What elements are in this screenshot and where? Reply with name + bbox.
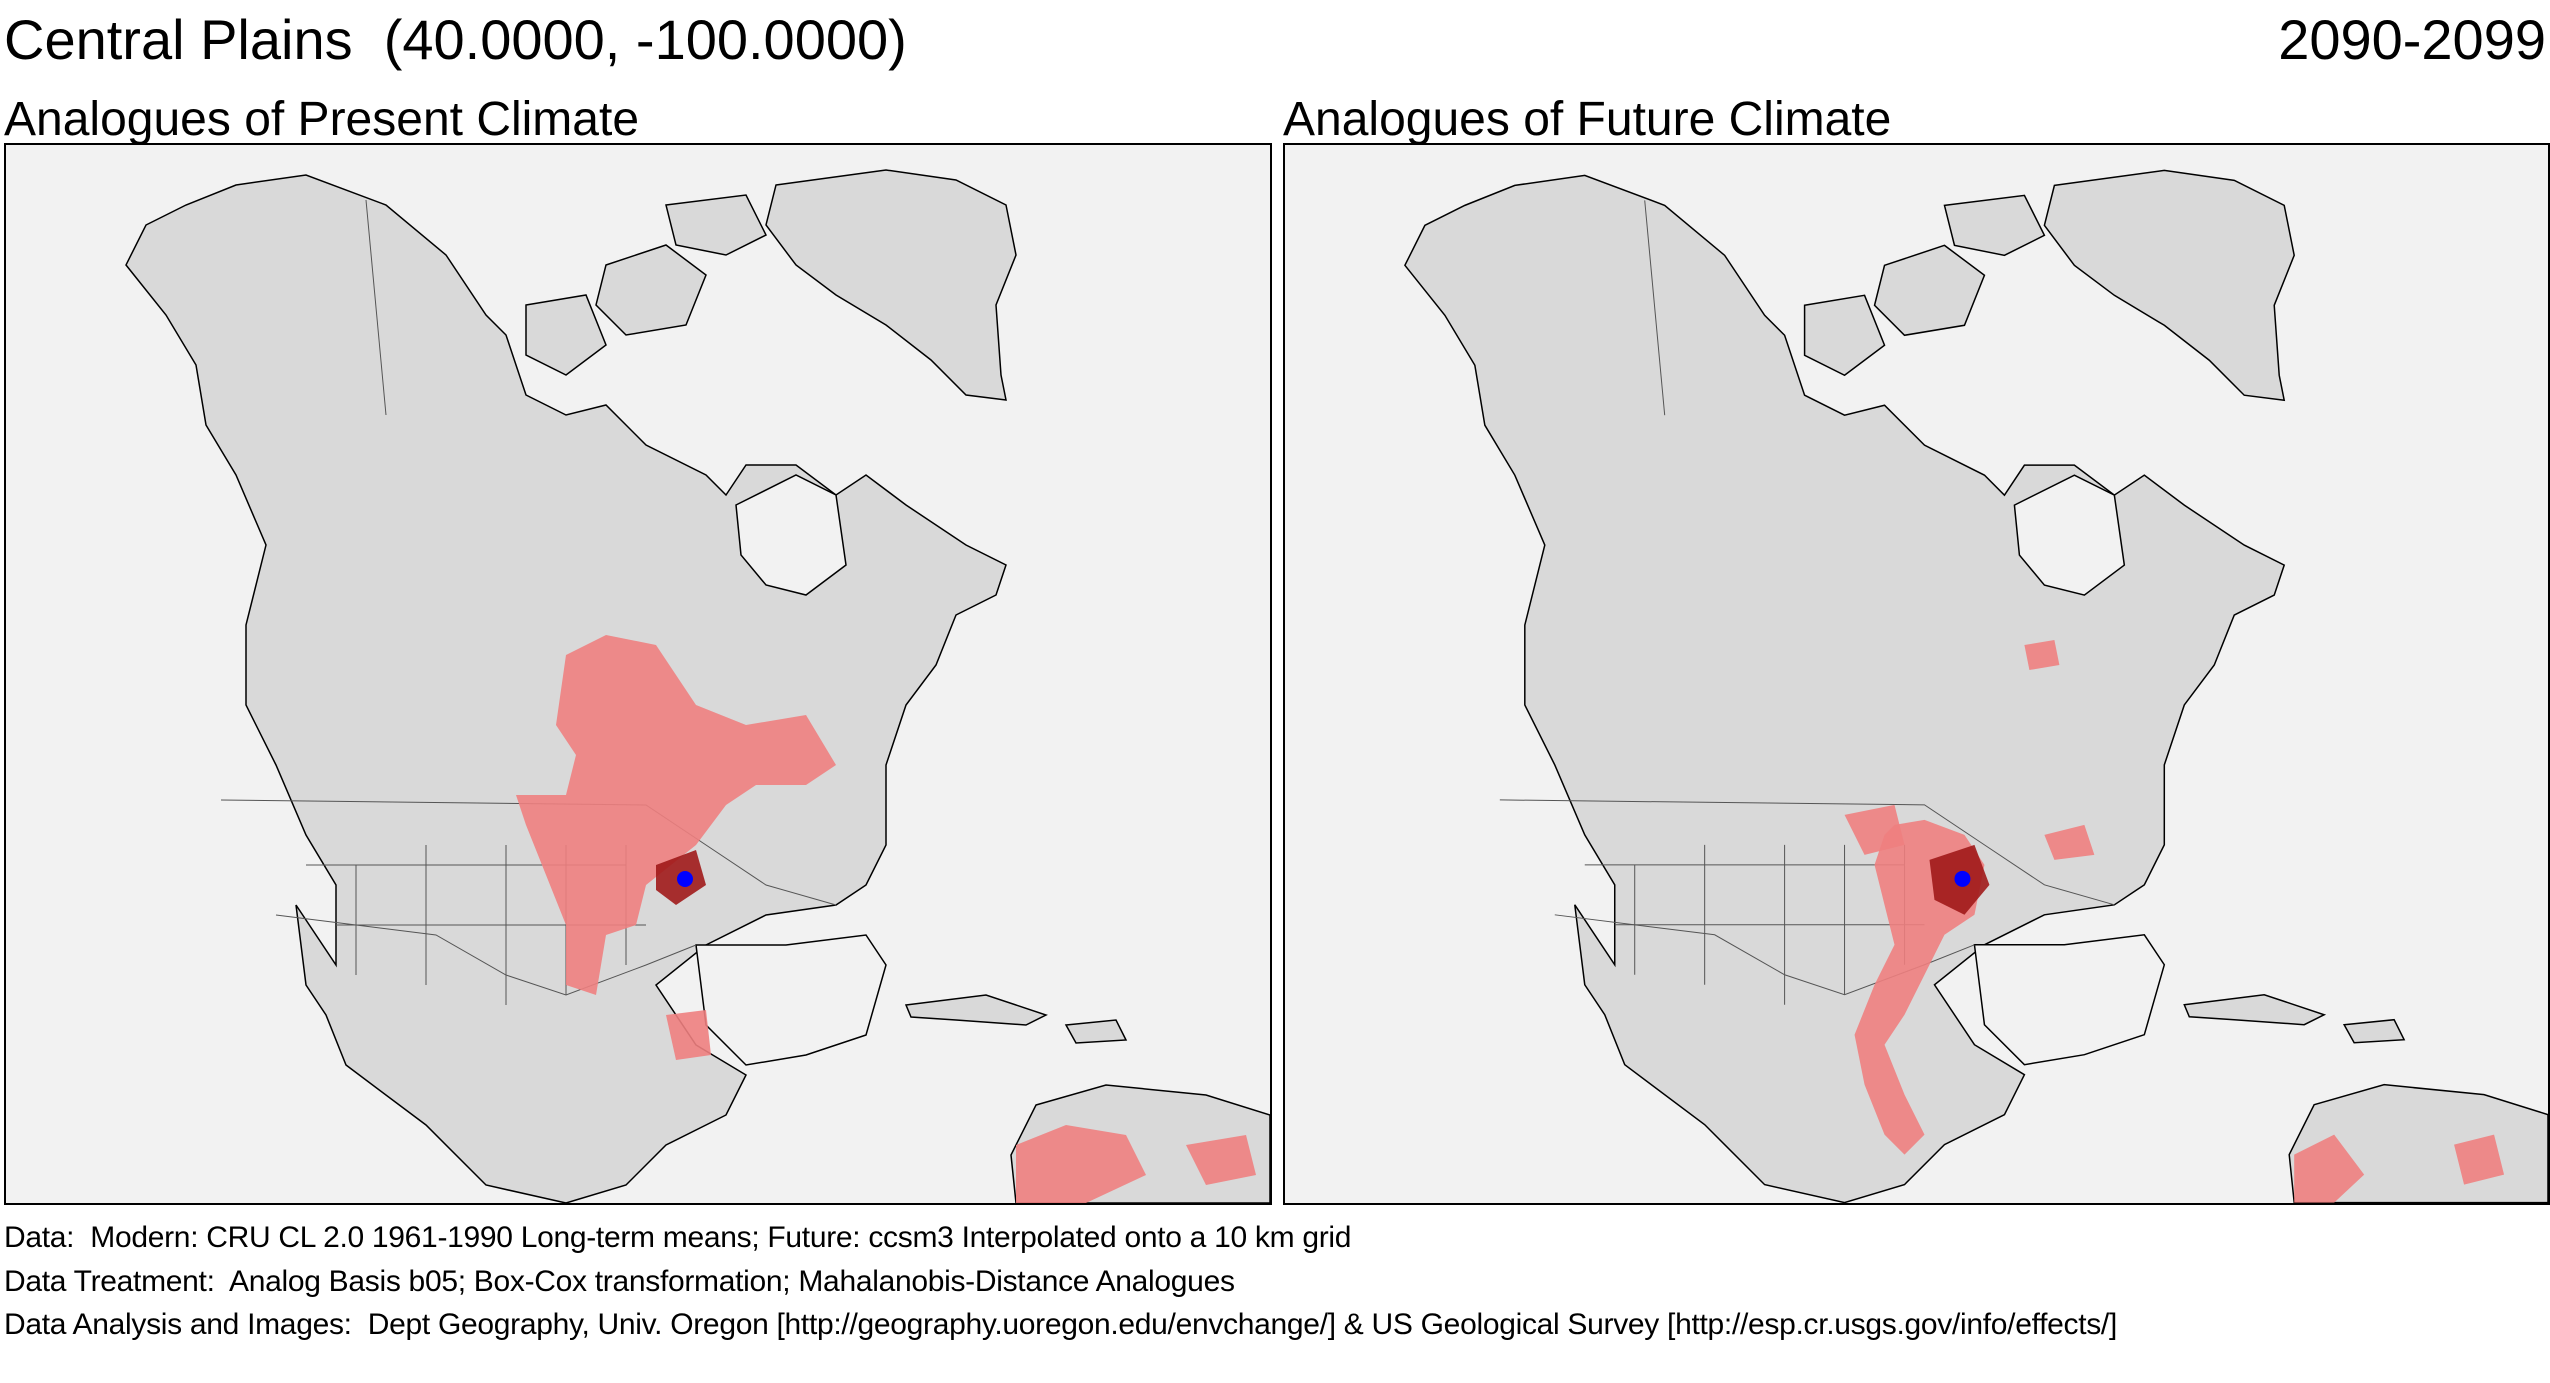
political-borders [1499, 200, 2115, 1005]
arctic-island-3 [525, 294, 607, 376]
hudson-bay [735, 474, 847, 596]
location-title: Central Plains (40.0000, -100.0000) [4, 8, 907, 71]
future-map-svg [1404, 169, 2548, 1203]
arctic-island-3 [1803, 294, 1886, 377]
hispaniola [1064, 1019, 1128, 1044]
analogue-regions-present [516, 635, 1256, 1203]
alaska-border [365, 199, 387, 416]
future-panel-title: Analogues of Future Climate [1283, 93, 1892, 146]
present-map-svg [125, 169, 1270, 1203]
us-mexico-border [1554, 914, 1975, 996]
footer-treatment-line: Data Treatment: Analog Basis b05; Box-Co… [4, 1265, 1235, 1298]
gulf-of-mexico [1973, 933, 2166, 1066]
us-canada-border [1499, 799, 2115, 906]
analogue-light-patch-sa-2 [2454, 1134, 2505, 1185]
arctic-island-2 [1943, 194, 2046, 257]
analogue-light-patch-north [1844, 804, 1905, 855]
analogue-light-patch-sa-2 [1186, 1135, 1256, 1185]
cuba [904, 994, 1048, 1026]
greenland [765, 169, 1017, 401]
future-climate-map [1283, 143, 2550, 1205]
alaska-border [1644, 200, 1666, 416]
hudson-bay [2013, 474, 2126, 596]
greenland [2043, 169, 2295, 402]
analogue-light-region [516, 635, 836, 995]
footer-analysis-line: Data Analysis and Images: Dept Geography… [4, 1308, 2118, 1341]
us-canada-border [220, 799, 837, 906]
cuba [2183, 993, 2327, 1026]
arctic-island-2 [665, 194, 768, 256]
analogue-light-patch-great-lakes [2044, 824, 2095, 860]
analogue-light-patch-sa [1016, 1125, 1146, 1203]
analogue-light-patch-sa [2294, 1134, 2365, 1203]
us-mexico-border [275, 914, 697, 996]
footer-data-line: Data: Modern: CRU CL 2.0 1961-1990 Long-… [4, 1221, 1352, 1254]
present-climate-map [4, 143, 1272, 1205]
analogue-light-patch-mexico [666, 1010, 711, 1060]
period-title: 2090-2099 [2278, 8, 2546, 71]
hispaniola [2342, 1018, 2406, 1044]
site-marker-dot [1954, 870, 1971, 887]
present-panel-title: Analogues of Present Climate [4, 93, 640, 146]
political-borders [220, 199, 837, 1005]
land-layer [1404, 169, 2548, 1203]
site-marker-dot [677, 871, 693, 887]
arctic-island-1 [1873, 244, 1986, 337]
arctic-island-1 [595, 244, 707, 336]
analogue-light-patch-canada [2024, 640, 2060, 671]
gulf-of-mexico [695, 934, 887, 1066]
